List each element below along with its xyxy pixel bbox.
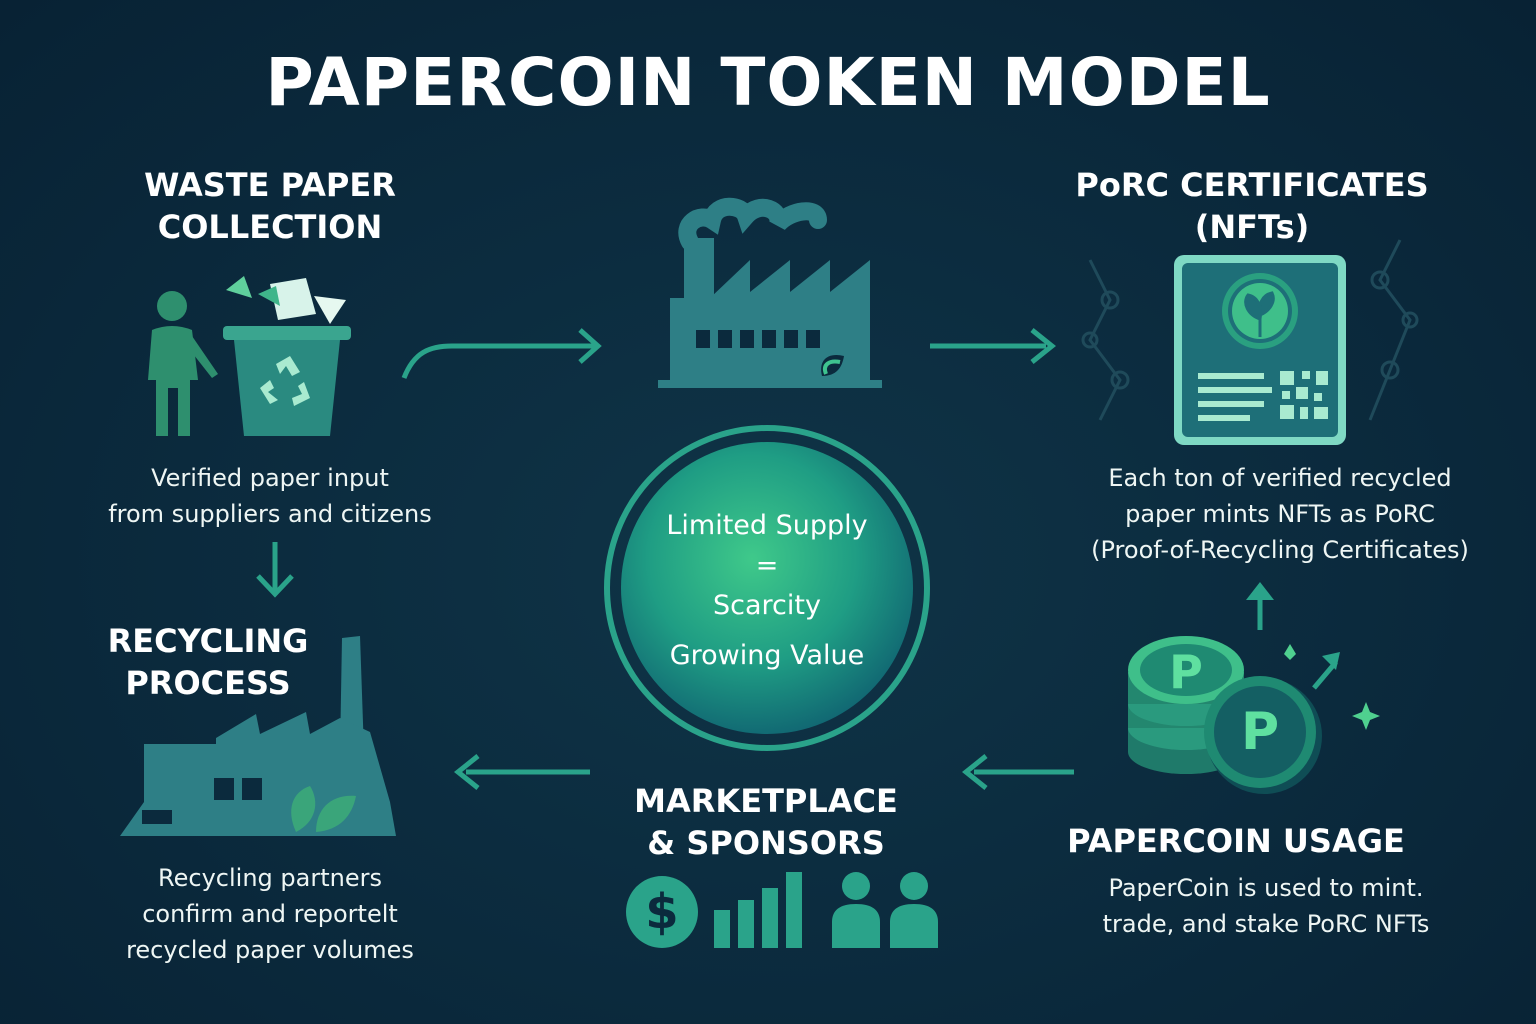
- marketplace-heading-line-1: MARKETPLACE: [634, 782, 898, 820]
- factory-icon: [658, 197, 882, 388]
- certificates-heading-line-1: PoRC CERTIFICATES: [1075, 166, 1429, 204]
- page-title: PAPERCOIN TOKEN MODEL: [265, 44, 1271, 121]
- center-line-1: Limited Supply: [666, 510, 868, 541]
- marketplace-heading-line-2: & SPONSORS: [647, 824, 885, 862]
- coin-symbol-front: P: [1240, 702, 1280, 762]
- collection-description: Verified paper input from suppliers and …: [70, 460, 470, 532]
- center-line-4: Growing Value: [669, 640, 865, 671]
- recycling-factory-icon: [120, 636, 396, 836]
- recycling-description: Recycling partners confirm and reportelt…: [70, 860, 470, 968]
- bar-chart-icon: [714, 872, 802, 948]
- person-icon: [148, 291, 218, 436]
- usage-description-line-2: trade, and stake PoRC NFTs: [1102, 910, 1430, 938]
- people-icon: [832, 872, 938, 948]
- certificates-description: Each ton of verified recycled paper mint…: [1060, 460, 1500, 568]
- certificates-heading-line-2: (NFTs): [1194, 208, 1310, 246]
- recycling-description-line-2: confirm and reportelt: [142, 900, 398, 928]
- coin-stack-icon: [1128, 636, 1322, 794]
- coin-symbol-back: P: [1169, 645, 1203, 699]
- collection-heading-line-2: COLLECTION: [157, 208, 383, 246]
- certificate-icon: [1174, 255, 1346, 445]
- arrow-up-icon: [1246, 582, 1274, 630]
- arrow-marketplace-to-recycling: [453, 754, 590, 790]
- certificates-heading: PoRC CERTIFICATES (NFTs): [1062, 164, 1442, 248]
- center-line-3: Scarcity: [713, 590, 821, 621]
- center-circle: [604, 425, 930, 751]
- sparkle-icon: [1284, 644, 1380, 730]
- collection-heading: WASTE PAPER COLLECTION: [120, 164, 420, 248]
- certificates-description-line-2: paper mints NFTs as PoRC: [1125, 500, 1435, 528]
- certificate-lines: [1198, 373, 1272, 421]
- recycling-heading-line-1: RECYCLING: [107, 622, 309, 660]
- usage-heading: PAPERCOIN USAGE: [1067, 822, 1405, 860]
- qr-code-icon: [1280, 371, 1328, 419]
- recycling-heading: RECYCLING PROCESS: [100, 620, 316, 704]
- center-text: Limited Supply = Scarcity Growing Value: [603, 506, 931, 676]
- usage-description: PaperCoin is used to mint. trade, and st…: [1066, 870, 1466, 942]
- recycling-description-line-1: Recycling partners: [158, 864, 382, 892]
- arrow-collection-to-factory: [401, 328, 602, 379]
- recycling-description-line-3: recycled paper volumes: [126, 936, 414, 964]
- usage-description-line-1: PaperCoin is used to mint.: [1108, 874, 1424, 902]
- collection-heading-line-1: WASTE PAPER: [144, 166, 396, 204]
- collection-description-line-1: Verified paper input: [151, 464, 389, 492]
- recycle-bin-icon: [223, 276, 351, 436]
- arrow-factory-to-certificates: [930, 328, 1057, 364]
- arrow-usage-to-marketplace: [961, 754, 1074, 790]
- arrow-down-icon: [256, 542, 294, 598]
- marketplace-heading: MARKETPLACE & SPONSORS: [616, 780, 916, 864]
- network-background-icon: [1081, 239, 1419, 421]
- collection-description-line-2: from suppliers and citizens: [108, 500, 432, 528]
- recycling-heading-line-2: PROCESS: [125, 664, 291, 702]
- center-line-2: =: [755, 550, 779, 581]
- certificates-description-line-1: Each ton of verified recycled: [1108, 464, 1452, 492]
- dollar-symbol: $: [645, 884, 679, 940]
- certificates-description-line-3: (Proof-of-Recycling Certificates): [1091, 536, 1469, 564]
- dollar-icon: [626, 876, 698, 948]
